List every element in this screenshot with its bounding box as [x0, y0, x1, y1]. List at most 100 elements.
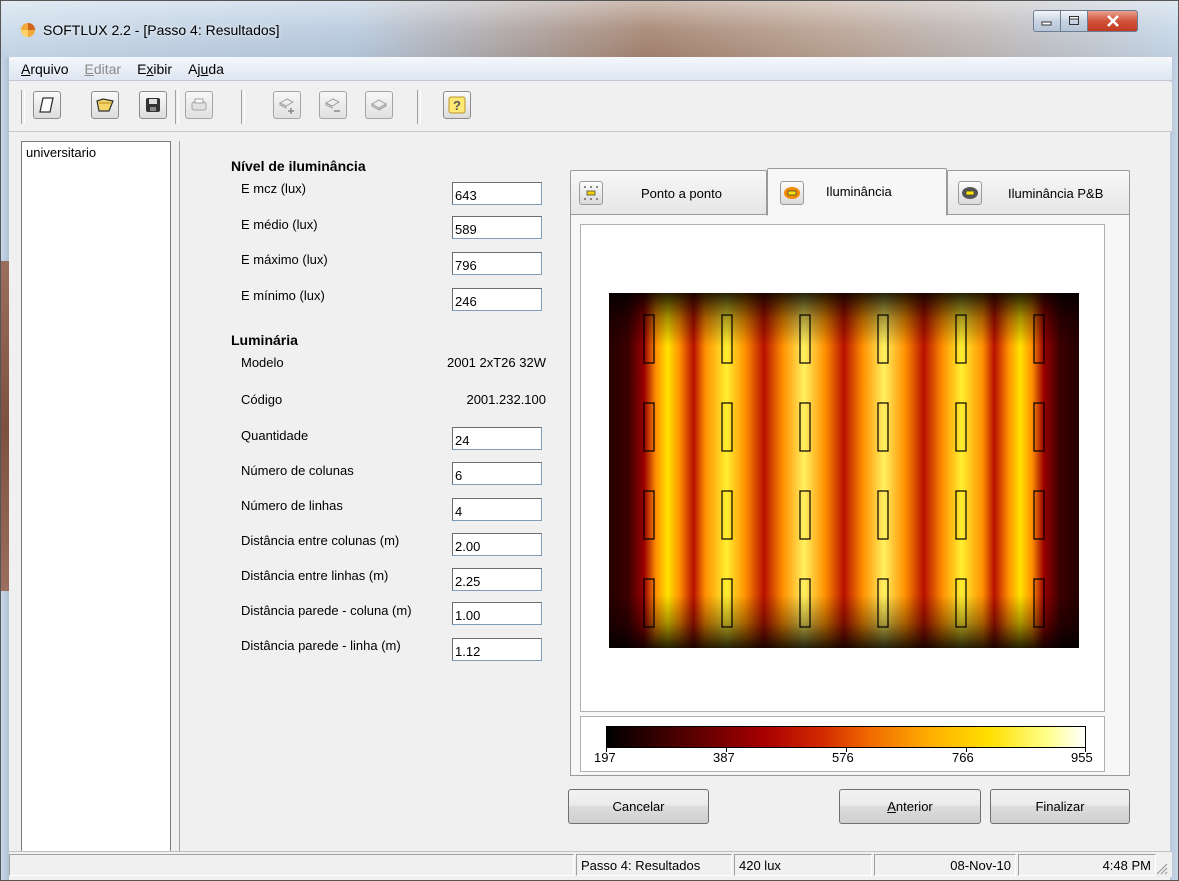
new-button[interactable]	[33, 91, 61, 119]
window-left-border-shade	[1, 261, 9, 591]
luminaire-outline	[1033, 578, 1045, 628]
scale-label: 576	[832, 750, 854, 765]
rows-field[interactable]: 4	[452, 498, 542, 521]
minimize-icon	[1041, 21, 1052, 26]
luminaire-button[interactable]	[365, 91, 393, 119]
status-time: 4:48 PM	[1018, 854, 1156, 876]
cancel-button-label: Cancelar	[612, 799, 665, 814]
menu-editar[interactable]: Editar	[84, 60, 122, 77]
wall-column-field[interactable]: 1.00	[452, 602, 542, 625]
help-button[interactable]: ?	[443, 91, 471, 119]
previous-button-label: Anterior	[887, 799, 933, 814]
tab-label: Ponto a ponto	[641, 186, 722, 201]
previous-button[interactable]: Anterior	[839, 789, 981, 824]
luminaire-outlines	[643, 314, 1045, 628]
menu-exibir[interactable]: Exibir	[137, 60, 173, 77]
status-lux: 420 lux	[734, 854, 872, 876]
luminaire-outline	[643, 490, 655, 540]
wall-row-field[interactable]: 1.12	[452, 638, 542, 661]
e-maximo-label: E máximo (lux)	[241, 252, 328, 267]
illuminance-color-icon	[780, 181, 804, 205]
e-minimo-field[interactable]: 246	[452, 288, 542, 311]
luminaire-icon	[370, 99, 388, 111]
luminaire-outline	[877, 490, 889, 540]
menu-bar: Arquivo Editar Exibir Ajuda	[9, 57, 1172, 81]
grid-points-icon	[579, 181, 603, 205]
toolbar-separator	[175, 90, 179, 124]
color-scale-bar	[606, 726, 1086, 748]
e-mcz-label: E mcz (lux)	[241, 181, 306, 196]
tab-ponto-a-ponto[interactable]: Ponto a ponto	[570, 170, 767, 214]
project-tree[interactable]: universitario	[21, 141, 171, 855]
toolbar-separator	[241, 90, 245, 124]
luminaire-outline	[1033, 314, 1045, 364]
columns-field[interactable]: 6	[452, 462, 542, 485]
luminaire-outline	[1033, 402, 1045, 452]
column-spacing-field[interactable]: 2.00	[452, 533, 542, 556]
luminaire-outline	[1033, 490, 1045, 540]
e-minimo-label: E mínimo (lux)	[241, 288, 325, 303]
luminaire-outline	[643, 314, 655, 364]
luminaire-outline	[877, 314, 889, 364]
menu-arquivo[interactable]: Arquivo	[21, 60, 69, 77]
toolbar: ?	[9, 82, 1172, 132]
add-luminaire-icon	[278, 98, 295, 114]
luminaire-outline	[877, 578, 889, 628]
panel-splitter[interactable]	[179, 141, 182, 855]
tab-label: Iluminância	[826, 184, 892, 199]
title-bar[interactable]: SOFTLUX 2.2 - [Passo 4: Resultados]	[1, 1, 1178, 57]
column-spacing-label: Distância entre colunas (m)	[241, 533, 400, 548]
luminaire-outline	[721, 490, 733, 540]
resize-grip-icon[interactable]	[1154, 861, 1168, 875]
code-value: 2001.232.100	[466, 392, 546, 407]
luminaire-outline	[643, 402, 655, 452]
scale-tick	[606, 747, 607, 752]
tree-item-universitario[interactable]: universitario	[26, 145, 97, 160]
e-medio-field[interactable]: 589	[452, 216, 542, 239]
scale-tick	[846, 747, 847, 752]
status-cell-empty	[9, 854, 574, 876]
save-button[interactable]	[139, 91, 167, 119]
maximize-button[interactable]	[1061, 10, 1088, 32]
scale-tick	[966, 747, 967, 752]
minimize-button[interactable]	[1033, 10, 1061, 32]
tab-iluminancia-pb[interactable]: Iluminância P&B	[947, 170, 1130, 214]
open-button[interactable]	[91, 91, 119, 119]
app-logo-icon	[21, 23, 35, 37]
rows-label: Número de linhas	[241, 498, 343, 513]
luminaire-outline	[721, 402, 733, 452]
luminaire-outline	[799, 402, 811, 452]
help-icon: ?	[448, 96, 466, 114]
remove-luminaire-button[interactable]	[319, 91, 347, 119]
illuminance-heatmap	[609, 293, 1079, 648]
finish-button[interactable]: Finalizar	[990, 789, 1130, 824]
menu-ajuda[interactable]: Ajuda	[188, 60, 224, 77]
e-mcz-field[interactable]: 643	[452, 182, 542, 205]
quantity-field[interactable]: 24	[452, 427, 542, 450]
svg-text:?: ?	[453, 98, 461, 113]
print-button[interactable]	[185, 91, 213, 119]
print-icon	[191, 98, 207, 111]
luminaire-outline	[643, 578, 655, 628]
cancel-button[interactable]: Cancelar	[568, 789, 709, 824]
illuminance-grayscale-icon	[958, 181, 982, 205]
tab-label: Iluminância P&B	[1008, 186, 1104, 201]
status-date: 08-Nov-10	[874, 854, 1016, 876]
e-medio-label: E médio (lux)	[241, 217, 318, 232]
quantity-label: Quantidade	[241, 428, 309, 443]
luminaire-title: Luminária	[231, 332, 298, 348]
tab-iluminancia[interactable]: Iluminância	[767, 168, 947, 216]
scale-label-min: 197	[594, 750, 616, 765]
model-value: 2001 2xT26 32W	[446, 355, 546, 370]
scale-tick	[1085, 747, 1086, 752]
remove-luminaire-icon	[324, 98, 341, 112]
status-step: Passo 4: Resultados	[576, 854, 732, 876]
add-luminaire-button[interactable]	[273, 91, 301, 119]
window-title: SOFTLUX 2.2 - [Passo 4: Resultados]	[43, 22, 280, 38]
e-maximo-field[interactable]: 796	[452, 252, 542, 275]
row-spacing-field[interactable]: 2.25	[452, 568, 542, 591]
close-button[interactable]	[1088, 10, 1138, 32]
finish-button-label: Finalizar	[1035, 799, 1085, 814]
scale-label: 387	[713, 750, 735, 765]
